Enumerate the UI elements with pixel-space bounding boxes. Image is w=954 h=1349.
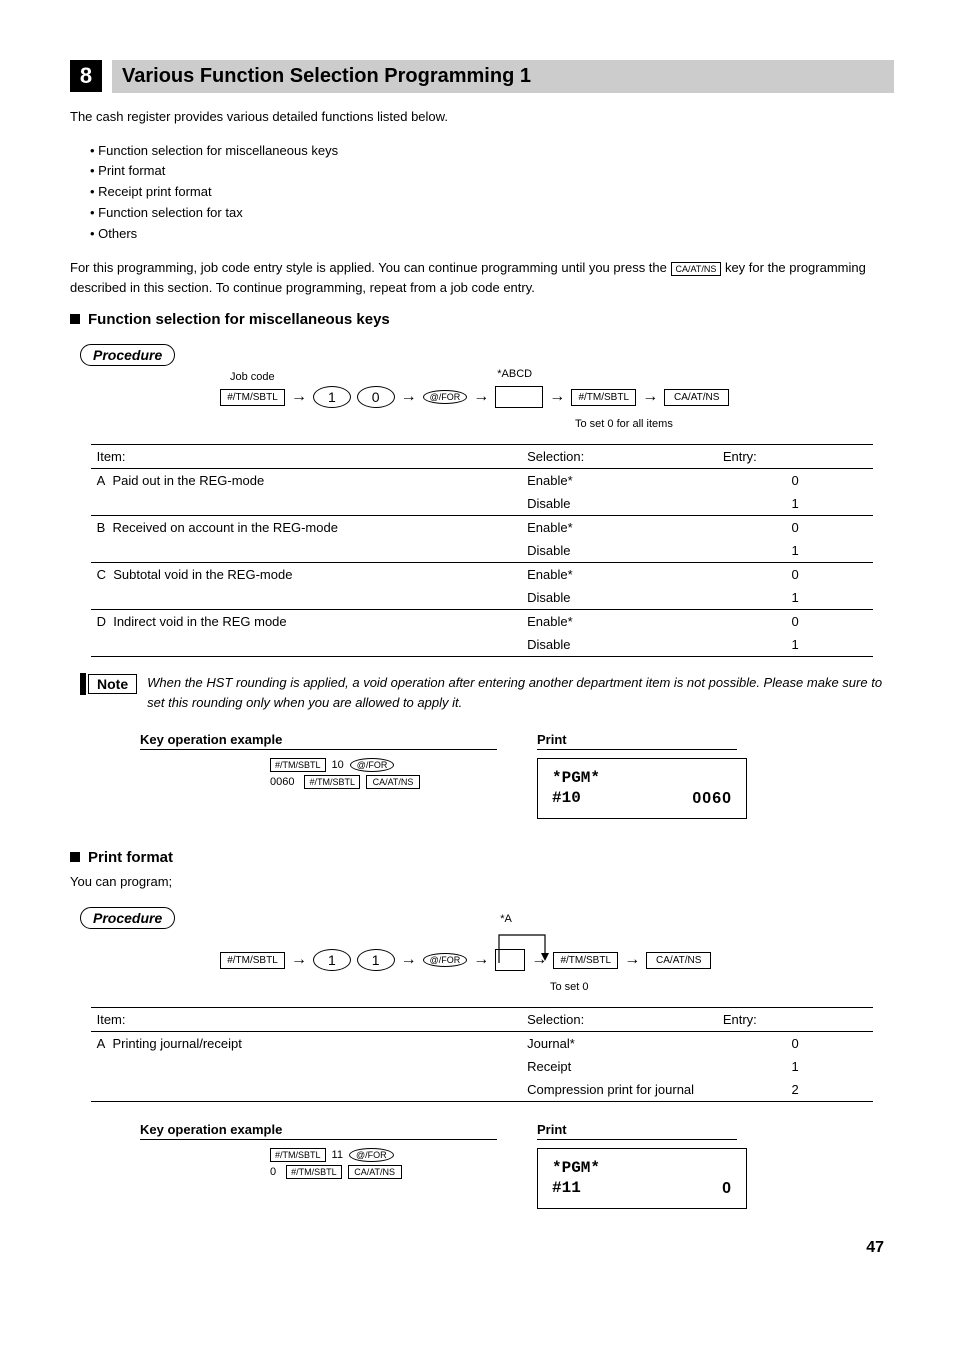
print-label-2: Print	[537, 1122, 737, 1140]
key-1c: 1	[357, 949, 395, 971]
arrow: →	[291, 388, 307, 406]
print-label: Print	[537, 732, 737, 750]
section-intro: The cash register provides various detai…	[70, 107, 894, 127]
section-title: Various Function Selection Programming 1	[112, 60, 894, 93]
subsection-marker	[70, 314, 80, 324]
a-below: To set 0	[550, 981, 894, 993]
key-atfor: @/FOR	[423, 390, 468, 404]
procedure-label: Procedure	[80, 344, 175, 366]
key-atfor-sm: @/FOR	[350, 758, 395, 772]
input-abcd	[495, 386, 543, 408]
a-label: *A	[500, 913, 512, 925]
subsection-2-desc: You can program;	[70, 872, 894, 892]
arrow: →	[401, 951, 417, 969]
key-tmsbtl-sm3: #/TM/SBTL	[270, 1148, 326, 1162]
abcd-below: To set 0 for all items	[575, 418, 894, 430]
key-tmsbtl-2: #/TM/SBTL	[571, 389, 636, 406]
jobcode-label: Job code	[230, 371, 275, 383]
subsection-1-title: Function selection for miscellaneous key…	[88, 311, 390, 328]
keyop-label: Key operation example	[140, 732, 497, 750]
section-number: 8	[70, 60, 102, 92]
page-number: 47	[70, 1239, 884, 1257]
subsection-marker-2	[70, 852, 80, 862]
key-atfor-sm2: @/FOR	[349, 1148, 394, 1162]
key-caatns-2: CA/AT/NS	[646, 952, 711, 969]
section-intro-2: For this programming, job code entry sty…	[70, 258, 894, 297]
receipt-1: *PGM* #10 0060	[537, 758, 747, 818]
key-caatns: CA/AT/NS	[664, 389, 729, 406]
abcd-label: *ABCD	[497, 368, 532, 380]
key-tmsbtl-sm2: #/TM/SBTL	[304, 775, 360, 789]
keyop-label-2: Key operation example	[140, 1122, 497, 1140]
key-atfor-2: @/FOR	[423, 953, 468, 967]
bullet-0: Function selection for miscellaneous key…	[98, 143, 338, 158]
bullet-2: Receipt print format	[98, 184, 211, 199]
key-tmsbtl-sm4: #/TM/SBTL	[286, 1165, 342, 1179]
key-1b: 1	[313, 949, 351, 971]
param-table-2: Item: Selection: Entry: A Printing journ…	[91, 1007, 874, 1102]
param-table-1: Item: Selection: Entry: A Paid out in th…	[91, 444, 874, 657]
th-item: Item:	[91, 445, 522, 469]
arrow: →	[401, 388, 417, 406]
section-bullets: • Function selection for miscellaneous k…	[90, 141, 894, 245]
note-bar	[80, 673, 86, 695]
key-0: 0	[357, 386, 395, 408]
arrow: →	[549, 388, 565, 406]
subsection-2-title: Print format	[88, 849, 173, 866]
key-1: 1	[313, 386, 351, 408]
procedure-label-2: Procedure	[80, 907, 175, 929]
arrow: →	[291, 951, 307, 969]
caatns-inline: CA/AT/NS	[671, 262, 722, 276]
bullet-4: Others	[98, 226, 137, 241]
key-tmsbtl: #/TM/SBTL	[220, 389, 285, 406]
key-tmsbtl-3: #/TM/SBTL	[220, 952, 285, 969]
input-a	[495, 949, 525, 971]
key-caatns-sm2: CA/AT/NS	[348, 1165, 402, 1179]
arrow: →	[642, 388, 658, 406]
key-caatns-sm: CA/AT/NS	[366, 775, 420, 789]
th-selection: Selection:	[521, 445, 717, 469]
arrow: →	[473, 951, 489, 969]
receipt-2: *PGM* #11 0	[537, 1148, 747, 1208]
arrow: →	[624, 951, 640, 969]
key-tmsbtl-sm: #/TM/SBTL	[270, 758, 326, 772]
arrow: →	[473, 388, 489, 406]
th-entry: Entry:	[717, 445, 874, 469]
note-label: Note	[88, 674, 137, 694]
bullet-1: Print format	[98, 163, 165, 178]
bullet-3: Function selection for tax	[98, 205, 243, 220]
note-text: When the HST rounding is applied, a void…	[147, 673, 894, 712]
